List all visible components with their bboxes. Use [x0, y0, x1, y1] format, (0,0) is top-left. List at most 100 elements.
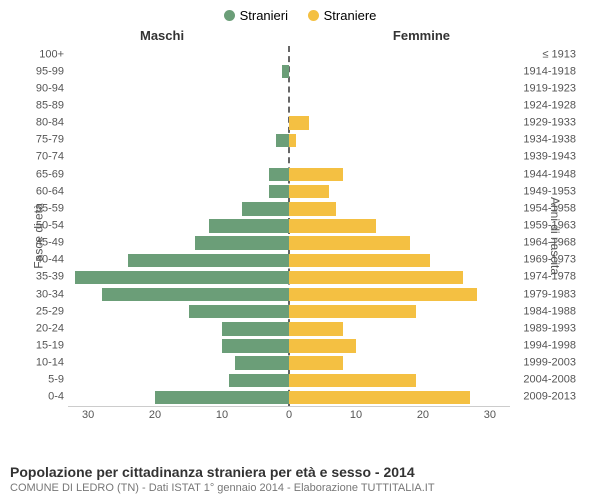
bar-male: [102, 288, 290, 301]
bar-male: [209, 219, 289, 232]
bar-row: [68, 134, 510, 147]
bar-female: [289, 202, 336, 215]
bar-male: [189, 305, 289, 318]
bar-row: [68, 305, 510, 318]
bar-row: [68, 288, 510, 301]
birth-year-label: 1919-1923: [514, 83, 576, 94]
birth-year-label: 1974-1978: [514, 272, 576, 283]
bar-male: [269, 168, 289, 181]
bar-female: [289, 219, 376, 232]
bar-female: [289, 391, 470, 404]
bar-row: [68, 48, 510, 61]
legend-female-dot: [308, 10, 319, 21]
plot-area: [68, 46, 510, 406]
bar-female: [289, 271, 463, 284]
birth-year-label: 1939-1943: [514, 152, 576, 163]
bar-row: [68, 356, 510, 369]
bar-male: [155, 391, 289, 404]
bar-row: [68, 219, 510, 232]
bar-female: [289, 254, 430, 267]
bar-male: [222, 339, 289, 352]
age-group-label: 40-44: [24, 255, 64, 266]
bar-female: [289, 356, 343, 369]
bar-male: [282, 65, 289, 78]
age-group-label: 60-64: [24, 186, 64, 197]
age-group-label: 10-14: [24, 358, 64, 369]
age-group-label: 0-4: [24, 392, 64, 403]
bar-row: [68, 236, 510, 249]
bar-male: [242, 202, 289, 215]
age-group-label: 65-69: [24, 169, 64, 180]
bar-female: [289, 185, 329, 198]
birth-year-label: 1954-1958: [514, 203, 576, 214]
birth-year-label: 1959-1963: [514, 221, 576, 232]
bar-male: [235, 356, 289, 369]
x-tick-label: 20: [417, 409, 429, 421]
bar-row: [68, 99, 510, 112]
age-group-label: 35-39: [24, 272, 64, 283]
bar-male: [229, 374, 289, 387]
bar-row: [68, 65, 510, 78]
birth-year-label: 1984-1988: [514, 306, 576, 317]
age-group-label: 20-24: [24, 323, 64, 334]
x-tick-label: 30: [484, 409, 496, 421]
bar-female: [289, 168, 343, 181]
bar-female: [289, 116, 309, 129]
bar-row: [68, 82, 510, 95]
birth-year-label: 1964-1968: [514, 238, 576, 249]
birth-year-label: 2004-2008: [514, 375, 576, 386]
bar-male: [128, 254, 289, 267]
bar-female: [289, 339, 356, 352]
legend-male-label: Stranieri: [240, 8, 288, 23]
age-group-label: 100+: [24, 49, 64, 60]
birth-year-label: 1994-1998: [514, 341, 576, 352]
bar-row: [68, 391, 510, 404]
legend-male-dot: [224, 10, 235, 21]
age-group-label: 90-94: [24, 83, 64, 94]
y-left-ticks: 100+95-9990-9485-8980-8475-7970-7465-696…: [24, 46, 64, 406]
age-group-label: 70-74: [24, 152, 64, 163]
chart-title: Popolazione per cittadinanza straniera p…: [10, 464, 435, 480]
chart-container: Stranieri Straniere Maschi Femmine Fasce…: [0, 0, 600, 500]
birth-year-label: 1944-1948: [514, 169, 576, 180]
birth-year-label: 1979-1983: [514, 289, 576, 300]
birth-year-label: 1934-1938: [514, 135, 576, 146]
birth-year-label: 1949-1953: [514, 186, 576, 197]
birth-year-label: ≤ 1913: [514, 49, 576, 60]
age-group-label: 30-34: [24, 289, 64, 300]
bar-female: [289, 305, 416, 318]
birth-year-label: 2009-2013: [514, 392, 576, 403]
age-group-label: 5-9: [24, 375, 64, 386]
bar-male: [269, 185, 289, 198]
bar-female: [289, 322, 343, 335]
bar-female: [289, 134, 296, 147]
footer: Popolazione per cittadinanza straniera p…: [10, 464, 435, 494]
age-group-label: 50-54: [24, 221, 64, 232]
bar-row: [68, 374, 510, 387]
age-group-label: 25-29: [24, 306, 64, 317]
bar-row: [68, 254, 510, 267]
birth-year-label: 1969-1973: [514, 255, 576, 266]
x-tick-label: 30: [82, 409, 94, 421]
chart-subtitle: COMUNE DI LEDRO (TN) - Dati ISTAT 1° gen…: [10, 482, 435, 494]
bar-male: [195, 236, 289, 249]
chart-area: Fasce di età Anni di nascita 100+95-9990…: [10, 46, 590, 426]
bar-male: [276, 134, 289, 147]
bar-female: [289, 374, 416, 387]
legend-female-label: Straniere: [324, 8, 377, 23]
age-group-label: 55-59: [24, 203, 64, 214]
age-group-label: 80-84: [24, 118, 64, 129]
x-tick-label: 20: [149, 409, 161, 421]
column-headers: Maschi Femmine: [10, 28, 590, 46]
legend: Stranieri Straniere: [10, 8, 590, 24]
bar-row: [68, 202, 510, 215]
bar-row: [68, 168, 510, 181]
bar-row: [68, 116, 510, 129]
header-female: Femmine: [393, 28, 450, 43]
bar-row: [68, 339, 510, 352]
bar-row: [68, 322, 510, 335]
legend-male: Stranieri: [224, 8, 288, 23]
bar-female: [289, 288, 477, 301]
bar-row: [68, 271, 510, 284]
birth-year-label: 1924-1928: [514, 101, 576, 112]
